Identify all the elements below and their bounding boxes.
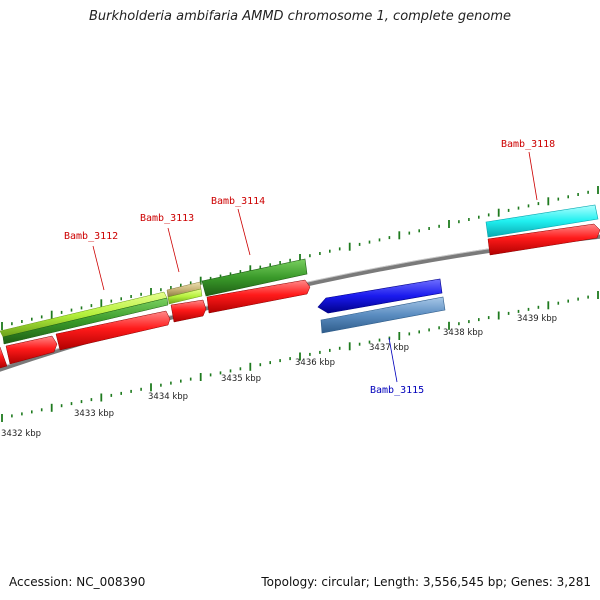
tick-label-3436: 3436 kbp — [295, 358, 335, 368]
gene-label-bamb-3115[interactable]: Bamb_3115 — [370, 385, 424, 396]
cds-arrows — [0, 223, 600, 369]
outer-tick-ring — [1, 186, 599, 330]
tick-label-3433: 3433 kbp — [74, 409, 114, 419]
tick-label-3437: 3437 kbp — [369, 343, 409, 353]
feature-green-3114 — [201, 258, 308, 297]
gene-leader-lines — [92, 151, 538, 383]
feature-tan-3113 — [166, 281, 203, 305]
genome-summary: Topology: circular; Length: 3,556,545 bp… — [261, 575, 591, 589]
map-title: Burkholderia ambifaria AMMD chromosome 1… — [88, 9, 512, 24]
tick-label-3439: 3439 kbp — [517, 314, 557, 324]
inner-tick-ring — [1, 291, 599, 422]
gene-label-bamb-3113[interactable]: Bamb_3113 — [140, 213, 194, 224]
accession-label: Accession: NC_008390 — [9, 575, 146, 589]
gene-label-bamb-3114[interactable]: Bamb_3114 — [211, 196, 265, 207]
gene-label-bamb-3112[interactable]: Bamb_3112 — [64, 231, 118, 242]
gene-label-bamb-3118[interactable]: Bamb_3118 — [501, 139, 555, 150]
tick-label-3434: 3434 kbp — [148, 392, 188, 402]
tick-label-3432: 3432 kbp — [1, 429, 41, 439]
tick-label-3438: 3438 kbp — [443, 328, 483, 338]
feature-blue-3115 — [317, 278, 446, 334]
tick-label-3435: 3435 kbp — [221, 374, 261, 384]
feature-light-green-long — [0, 291, 169, 345]
feature-cyan-3118 — [485, 204, 599, 238]
